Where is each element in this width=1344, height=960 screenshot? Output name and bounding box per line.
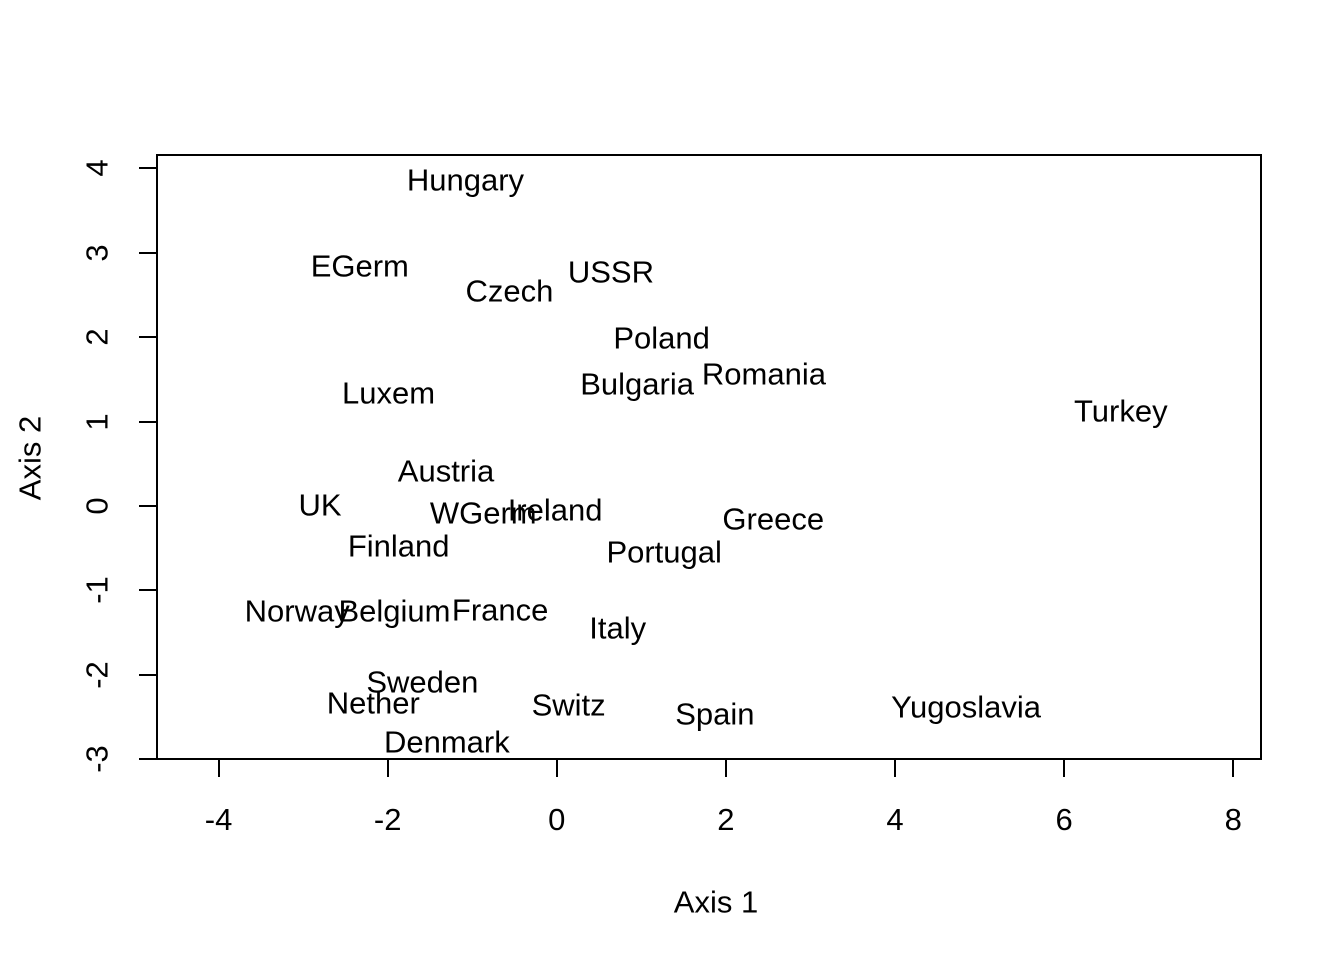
- country-label: Switz: [531, 687, 606, 723]
- y-tick-mark: [139, 504, 156, 507]
- x-tick-mark: [724, 760, 727, 777]
- country-label: Romania: [701, 356, 826, 392]
- y-tick-mark: [139, 336, 156, 339]
- country-label: Portugal: [606, 534, 722, 570]
- y-tick-label: 2: [79, 328, 115, 346]
- x-tick-mark: [1063, 760, 1066, 777]
- country-label: Norway: [244, 593, 350, 629]
- y-tick-mark: [139, 673, 156, 676]
- x-tick-mark: [217, 760, 220, 777]
- y-tick-label: -3: [79, 745, 115, 773]
- x-tick-label: -2: [373, 802, 402, 837]
- x-tick-label: -4: [204, 802, 233, 837]
- x-tick-mark: [386, 760, 389, 777]
- y-tick-label: -2: [79, 660, 115, 689]
- country-label: Spain: [675, 696, 755, 732]
- y-tick-label: 0: [79, 497, 115, 515]
- x-tick-mark: [555, 760, 558, 777]
- country-label: Nether: [326, 685, 420, 721]
- country-label: Turkey: [1073, 393, 1168, 429]
- x-tick-label: 4: [886, 802, 904, 837]
- country-label: Bulgaria: [580, 366, 694, 402]
- country-label: Hungary: [406, 162, 525, 198]
- y-tick-mark: [139, 420, 156, 423]
- country-label: USSR: [567, 254, 654, 290]
- country-label: Italy: [589, 610, 647, 646]
- country-label: WGerm: [429, 495, 537, 531]
- x-axis-title: Axis 1: [673, 884, 759, 920]
- country-label: Belgium: [338, 593, 451, 629]
- country-label: Luxem: [341, 375, 436, 411]
- country-label: France: [451, 592, 549, 628]
- y-tick-mark: [139, 758, 156, 761]
- y-tick-label: -1: [79, 576, 115, 605]
- country-label: EGerm: [310, 248, 409, 284]
- country-label: Sweden: [366, 664, 479, 699]
- x-tick-mark: [1232, 760, 1235, 777]
- y-axis-title: Axis 2: [12, 415, 48, 501]
- x-tick-label: 0: [548, 802, 566, 837]
- x-tick-label: 2: [717, 802, 735, 837]
- y-tick-mark: [139, 251, 156, 254]
- country-label: Czech: [465, 273, 554, 309]
- x-tick-label: 8: [1224, 802, 1242, 837]
- country-label: Denmark: [383, 724, 510, 760]
- plot-area: [156, 154, 1262, 760]
- y-tick-label: 1: [79, 412, 115, 431]
- y-tick-label: 4: [79, 159, 115, 177]
- country-label: Greece: [722, 501, 825, 537]
- x-tick-label: 6: [1055, 802, 1073, 837]
- y-tick-mark: [139, 589, 156, 592]
- x-tick-mark: [894, 760, 897, 777]
- country-label: Finland: [347, 528, 450, 564]
- country-label: UK: [298, 487, 342, 523]
- country-label: Ireland: [507, 492, 603, 528]
- country-label: Poland: [613, 320, 710, 356]
- y-tick-label: 3: [79, 244, 115, 262]
- y-tick-mark: [139, 167, 156, 170]
- country-label: Austria: [397, 453, 495, 489]
- country-label: Yugoslavia: [891, 689, 1042, 725]
